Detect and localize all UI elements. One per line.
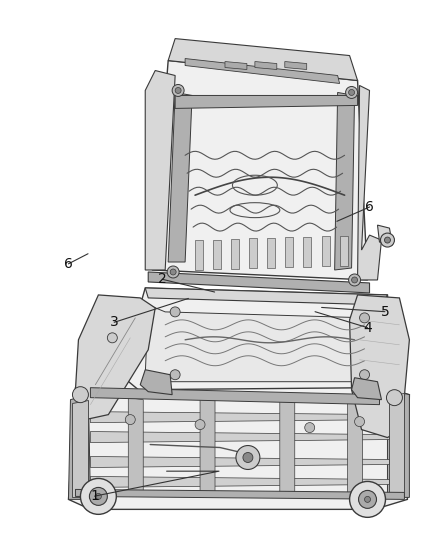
Polygon shape	[72, 400, 88, 497]
Polygon shape	[140, 370, 172, 394]
Polygon shape	[200, 398, 215, 495]
Circle shape	[386, 390, 403, 406]
Polygon shape	[145, 305, 374, 382]
Polygon shape	[350, 295, 410, 438]
Polygon shape	[348, 398, 363, 495]
Polygon shape	[378, 225, 392, 245]
Polygon shape	[90, 432, 389, 442]
Text: 6: 6	[64, 257, 73, 271]
Polygon shape	[145, 70, 175, 270]
Text: 3: 3	[110, 316, 119, 329]
Text: 4: 4	[363, 321, 372, 335]
Polygon shape	[168, 38, 357, 80]
Polygon shape	[148, 272, 370, 293]
Circle shape	[170, 370, 180, 379]
Text: 1: 1	[90, 489, 99, 503]
Circle shape	[349, 90, 355, 95]
Polygon shape	[75, 295, 155, 419]
Circle shape	[385, 237, 390, 243]
Polygon shape	[90, 387, 379, 405]
Polygon shape	[68, 370, 410, 510]
Text: 2: 2	[158, 272, 166, 286]
Circle shape	[243, 453, 253, 463]
Polygon shape	[389, 393, 404, 496]
Polygon shape	[175, 95, 357, 108]
Circle shape	[175, 87, 181, 93]
Polygon shape	[195, 240, 203, 270]
Circle shape	[360, 313, 370, 323]
Circle shape	[364, 496, 371, 503]
Circle shape	[125, 415, 135, 425]
Circle shape	[352, 277, 357, 283]
Polygon shape	[231, 239, 239, 269]
Polygon shape	[249, 238, 257, 268]
Circle shape	[350, 481, 385, 518]
Circle shape	[195, 419, 205, 430]
Polygon shape	[90, 477, 389, 487]
Circle shape	[107, 333, 117, 343]
Polygon shape	[255, 61, 277, 69]
Polygon shape	[90, 456, 389, 467]
Circle shape	[236, 446, 260, 470]
Polygon shape	[388, 390, 410, 497]
Circle shape	[172, 84, 184, 96]
Polygon shape	[304, 237, 311, 266]
Circle shape	[346, 86, 357, 99]
Polygon shape	[68, 394, 90, 499]
Circle shape	[305, 423, 314, 433]
Circle shape	[170, 307, 180, 317]
Polygon shape	[225, 61, 247, 69]
Polygon shape	[339, 236, 348, 265]
Circle shape	[381, 233, 395, 247]
Polygon shape	[213, 239, 221, 270]
Circle shape	[355, 417, 364, 426]
Polygon shape	[352, 378, 381, 400]
Polygon shape	[185, 59, 339, 84]
Circle shape	[360, 370, 370, 379]
Polygon shape	[128, 398, 143, 495]
Polygon shape	[357, 85, 381, 280]
Polygon shape	[285, 61, 307, 69]
Polygon shape	[75, 489, 404, 499]
Circle shape	[349, 274, 360, 286]
Polygon shape	[286, 237, 293, 267]
Circle shape	[72, 386, 88, 402]
Polygon shape	[335, 92, 355, 270]
Text: 6: 6	[365, 200, 374, 214]
Polygon shape	[168, 92, 192, 262]
Circle shape	[81, 479, 117, 514]
Circle shape	[359, 490, 377, 508]
Text: 5: 5	[381, 305, 389, 319]
Polygon shape	[90, 411, 389, 423]
Polygon shape	[280, 398, 295, 495]
Polygon shape	[120, 288, 395, 390]
Circle shape	[89, 487, 107, 505]
Circle shape	[170, 269, 176, 275]
Polygon shape	[321, 236, 329, 266]
Polygon shape	[152, 61, 367, 280]
Polygon shape	[145, 288, 388, 305]
Circle shape	[167, 266, 179, 278]
Circle shape	[95, 494, 101, 499]
Polygon shape	[267, 238, 276, 268]
